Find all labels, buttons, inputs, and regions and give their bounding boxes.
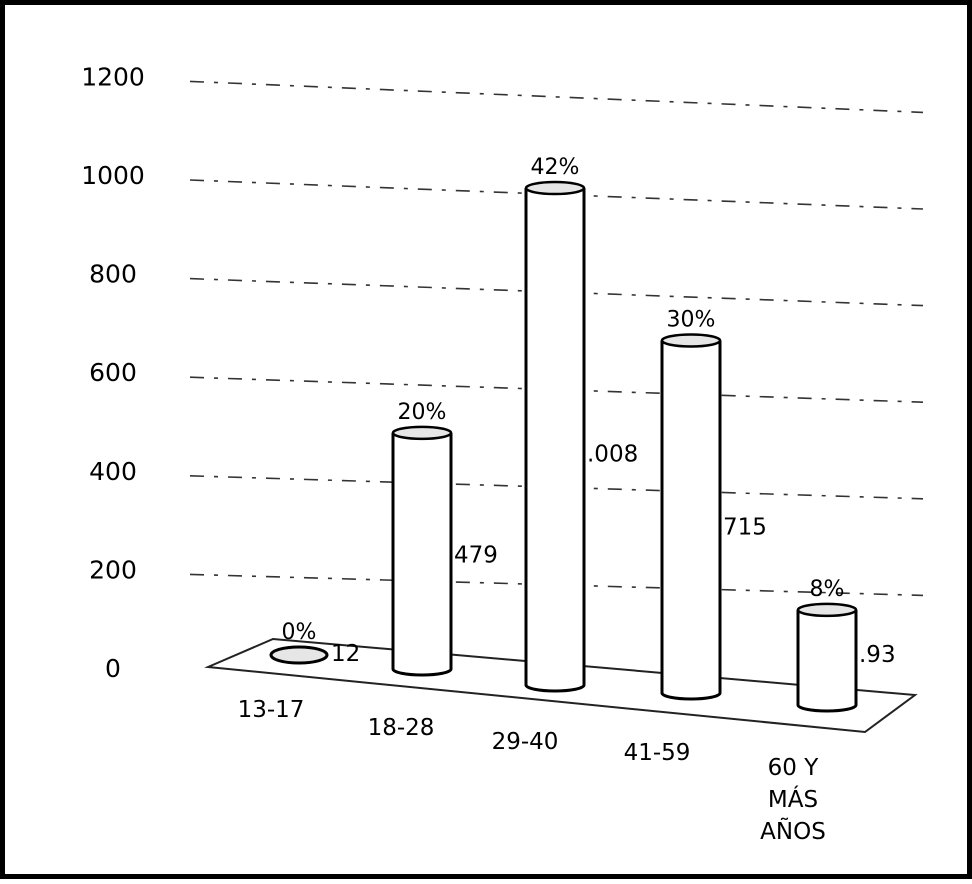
x-tick-label: 13-17 xyxy=(238,697,305,723)
chart-floor xyxy=(204,637,918,734)
bar xyxy=(796,609,858,713)
gridline xyxy=(189,80,924,114)
x-tick-label: 60 Y xyxy=(768,755,820,781)
bar xyxy=(269,645,329,665)
x-tick-label: 18-28 xyxy=(368,715,435,741)
x-tick-label: AÑOS xyxy=(760,817,826,845)
y-tick-label: 200 xyxy=(89,555,137,584)
value-label: .008 xyxy=(587,441,638,467)
bar xyxy=(524,188,586,693)
bar-chart: 0 200 400 600 800 1000 1200 0% 12 20% 479 42% .008 30… xyxy=(81,62,924,845)
y-tick-label: 1000 xyxy=(81,161,145,190)
value-label: 12 xyxy=(331,641,360,667)
percent-label: 30% xyxy=(667,308,716,333)
percent-label: 0% xyxy=(282,620,317,645)
percent-label: 20% xyxy=(398,400,447,425)
bar-top xyxy=(391,425,453,441)
y-tick-label: 0 xyxy=(105,654,121,683)
y-tick-label: 1200 xyxy=(81,62,145,91)
y-tick-label: 600 xyxy=(89,358,137,387)
x-tick-label: 29-40 xyxy=(492,729,559,755)
value-label: 479 xyxy=(454,543,498,569)
bar-top xyxy=(796,602,858,618)
x-tick-label: MÁS xyxy=(768,785,818,813)
bar xyxy=(660,340,722,701)
bar xyxy=(391,432,453,677)
y-tick-label: 800 xyxy=(89,260,137,289)
percent-label: 8% xyxy=(810,577,845,602)
percent-label: 42% xyxy=(531,155,580,180)
bar-top xyxy=(524,180,586,196)
bar-top xyxy=(660,333,722,348)
value-label: .93 xyxy=(859,642,896,668)
value-label: 715 xyxy=(723,514,767,540)
y-tick-label: 400 xyxy=(89,457,137,486)
x-tick-label: 41-59 xyxy=(624,740,691,766)
